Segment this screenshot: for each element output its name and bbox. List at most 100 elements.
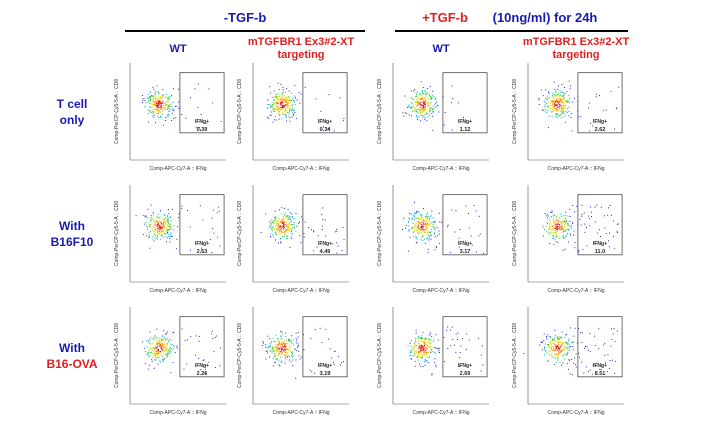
event-dot xyxy=(429,111,430,113)
event-dot xyxy=(417,228,419,230)
event-dot xyxy=(555,232,557,234)
event-dot xyxy=(575,353,577,355)
event-dot xyxy=(282,346,284,348)
event-dot xyxy=(178,213,180,215)
event-dot xyxy=(550,223,552,225)
event-dot xyxy=(283,343,285,345)
event-dot xyxy=(569,327,571,329)
event-dot xyxy=(152,225,154,227)
event-dot xyxy=(468,339,470,341)
event-dot xyxy=(408,230,410,232)
event-dot xyxy=(169,105,170,107)
event-dot xyxy=(422,92,423,94)
event-dot xyxy=(289,228,291,230)
event-dot xyxy=(283,349,284,351)
event-dot xyxy=(153,367,155,369)
event-dot xyxy=(217,236,219,238)
event-dot xyxy=(422,117,424,119)
event-dot xyxy=(287,208,289,210)
event-dot xyxy=(185,117,187,119)
event-dot xyxy=(555,222,556,224)
event-dot xyxy=(170,232,172,234)
event-dot xyxy=(613,220,614,222)
x-axis-label: Comp-APC-Cy7-A :: IFNg xyxy=(273,166,330,172)
event-dot xyxy=(583,212,585,214)
event-dot xyxy=(286,221,288,223)
event-dot xyxy=(162,225,164,227)
event-dot xyxy=(423,350,425,352)
event-dot xyxy=(432,107,434,109)
x-axis-label: Comp-APC-Cy7-A :: IFNg xyxy=(413,410,470,416)
event-dot xyxy=(475,251,477,253)
event-dot xyxy=(555,94,557,96)
event-dot xyxy=(569,373,571,375)
event-dot xyxy=(458,246,460,248)
event-dot xyxy=(281,218,283,220)
event-dot xyxy=(429,220,431,222)
event-dot xyxy=(482,364,484,366)
event-dot xyxy=(552,226,554,228)
event-dot xyxy=(277,107,279,109)
event-dot xyxy=(162,349,164,351)
event-dot xyxy=(321,214,323,215)
event-dot xyxy=(167,232,169,233)
event-dot xyxy=(147,368,149,370)
event-dot xyxy=(278,103,279,105)
event-dot xyxy=(157,221,158,223)
event-dot xyxy=(287,103,288,105)
event-dot xyxy=(562,342,564,343)
event-dot xyxy=(421,345,423,346)
event-dot xyxy=(538,104,540,105)
event-dot xyxy=(408,230,410,232)
event-dot xyxy=(562,227,564,229)
event-dot xyxy=(283,231,285,233)
event-dot xyxy=(564,110,566,112)
event-dot xyxy=(422,354,424,356)
event-dot xyxy=(552,109,554,111)
event-dot xyxy=(147,101,149,103)
event-dot xyxy=(165,348,167,350)
event-dot xyxy=(419,340,421,342)
event-dot xyxy=(562,92,564,94)
event-dot xyxy=(289,339,291,341)
event-dot xyxy=(268,221,270,223)
event-dot xyxy=(414,217,416,219)
event-dot xyxy=(556,99,557,101)
event-dot xyxy=(277,82,279,84)
event-dot xyxy=(574,247,576,249)
event-dot xyxy=(145,222,147,223)
event-dot xyxy=(280,104,282,106)
event-dot xyxy=(172,348,174,349)
event-dot xyxy=(421,221,423,223)
event-dot xyxy=(426,347,428,349)
event-dot xyxy=(417,117,418,119)
event-dot xyxy=(161,101,163,102)
event-dot xyxy=(431,98,433,99)
event-dot xyxy=(285,352,287,354)
event-dot xyxy=(158,233,160,235)
event-dot xyxy=(276,229,278,231)
event-dot xyxy=(201,247,202,249)
event-dot xyxy=(175,105,176,107)
event-dot xyxy=(433,339,435,341)
event-dot xyxy=(159,221,161,223)
event-dot xyxy=(285,225,287,227)
event-dot xyxy=(148,100,150,102)
event-dot xyxy=(290,224,292,226)
event-dot xyxy=(553,214,555,216)
event-dot xyxy=(289,359,291,361)
event-dot xyxy=(275,227,277,229)
event-dot xyxy=(285,115,287,117)
event-dot xyxy=(143,347,145,349)
event-dot xyxy=(559,97,561,98)
event-dot xyxy=(604,227,606,229)
event-dot xyxy=(288,344,290,346)
event-dot xyxy=(568,229,570,231)
event-dot xyxy=(272,357,274,359)
event-dot xyxy=(556,217,558,218)
event-dot xyxy=(163,223,165,225)
event-dot xyxy=(568,338,570,340)
event-dot xyxy=(160,103,162,105)
event-dot xyxy=(315,98,317,100)
